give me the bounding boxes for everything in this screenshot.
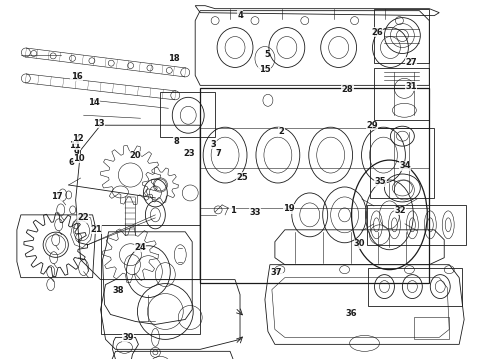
Text: 21: 21 bbox=[90, 225, 102, 234]
Text: 32: 32 bbox=[394, 206, 406, 215]
Text: 30: 30 bbox=[354, 239, 366, 248]
Text: 36: 36 bbox=[345, 309, 357, 318]
Text: 35: 35 bbox=[375, 177, 387, 186]
Text: 9: 9 bbox=[74, 148, 79, 157]
Bar bbox=[368, 268, 462, 306]
Text: 11: 11 bbox=[69, 141, 81, 150]
Text: 18: 18 bbox=[169, 54, 180, 63]
Bar bbox=[100, 225, 200, 334]
Text: 26: 26 bbox=[371, 28, 383, 37]
Bar bbox=[369, 128, 434, 198]
Text: 8: 8 bbox=[174, 137, 179, 146]
Bar bbox=[160, 92, 215, 137]
Text: 7: 7 bbox=[215, 149, 221, 158]
Text: 2: 2 bbox=[279, 127, 285, 136]
Text: 15: 15 bbox=[259, 65, 270, 74]
Text: 14: 14 bbox=[88, 98, 99, 107]
Text: 31: 31 bbox=[405, 82, 417, 91]
Text: 20: 20 bbox=[129, 151, 141, 160]
Bar bbox=[415, 318, 449, 339]
Text: 28: 28 bbox=[342, 85, 353, 94]
Text: 10: 10 bbox=[73, 154, 85, 163]
Text: 25: 25 bbox=[237, 173, 248, 182]
Text: 37: 37 bbox=[271, 268, 282, 277]
Text: 33: 33 bbox=[249, 208, 261, 217]
Text: 13: 13 bbox=[93, 119, 104, 128]
Text: 6: 6 bbox=[69, 158, 74, 167]
Text: 5: 5 bbox=[264, 50, 270, 59]
Text: 16: 16 bbox=[71, 72, 82, 81]
Text: 39: 39 bbox=[122, 333, 134, 342]
Text: 38: 38 bbox=[112, 286, 124, 295]
Bar bbox=[367, 205, 466, 245]
Text: 27: 27 bbox=[405, 58, 417, 67]
Bar bbox=[374, 68, 429, 120]
Text: 34: 34 bbox=[399, 161, 411, 170]
Text: 19: 19 bbox=[283, 204, 295, 213]
Text: 23: 23 bbox=[183, 149, 195, 158]
Text: 12: 12 bbox=[72, 134, 84, 143]
Bar bbox=[374, 9, 429, 63]
Text: 24: 24 bbox=[134, 243, 146, 252]
Text: 17: 17 bbox=[51, 192, 63, 201]
Text: 4: 4 bbox=[237, 10, 243, 19]
Text: 29: 29 bbox=[366, 121, 378, 130]
Bar bbox=[200, 88, 429, 283]
Text: 1: 1 bbox=[230, 206, 236, 215]
Text: 3: 3 bbox=[210, 140, 216, 149]
Text: 22: 22 bbox=[77, 213, 89, 222]
